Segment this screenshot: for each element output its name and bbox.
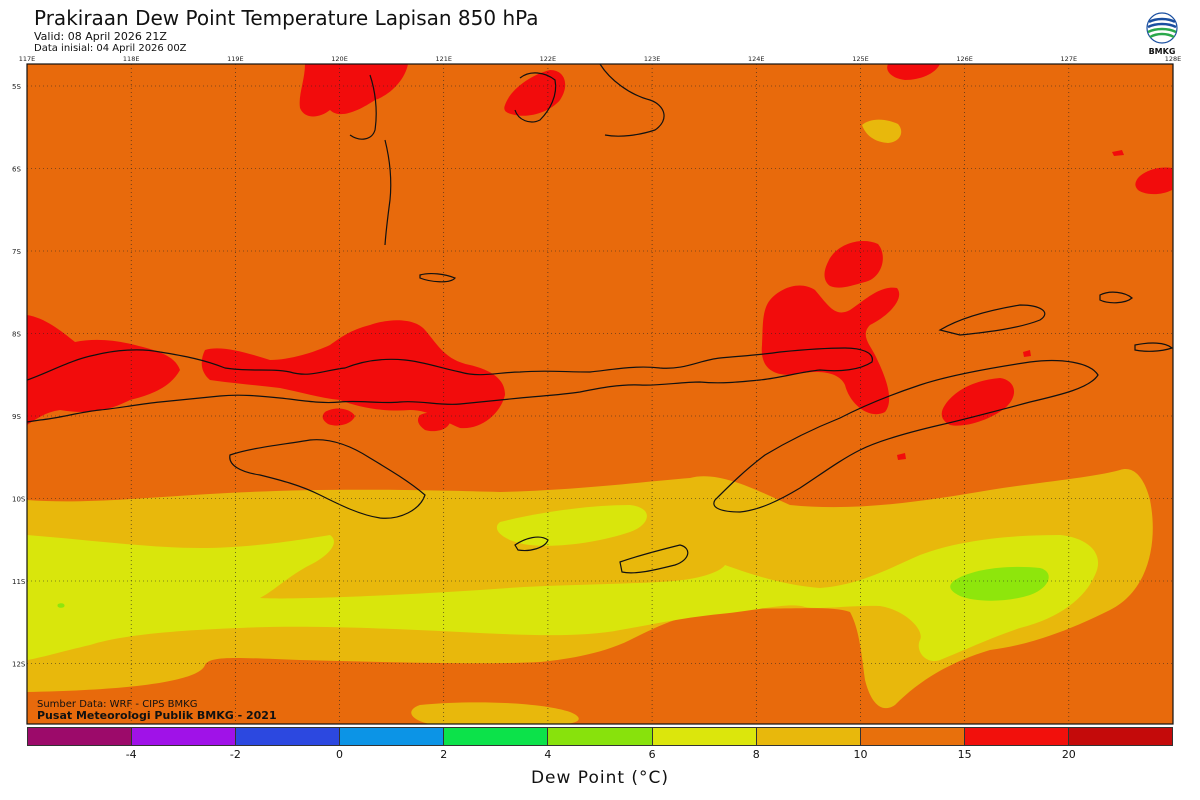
logo-text: BMKG (1149, 47, 1176, 56)
dew-point-field-15-20-c (887, 64, 940, 80)
dew-point-field-8-10-south (411, 702, 579, 724)
legend-tick-label: 0 (336, 748, 344, 761)
legend-ticks: -4 -2 0 2 4 6 8 10 15 20 (27, 748, 1173, 764)
legend-swatch (132, 728, 237, 745)
dew-point-field-15-20-m (1023, 350, 1031, 357)
bmkg-logo-icon: BMKG (1146, 12, 1178, 56)
lat-label: 12S (12, 661, 26, 669)
dew-point-field-15-20-i (27, 315, 180, 425)
lat-label: 9S (12, 413, 21, 421)
legend-swatch (1068, 728, 1173, 745)
lat-label: 6S (12, 166, 21, 174)
dew-point-field-15-20-g (761, 285, 900, 415)
dew-point-field-4-6-dot (57, 603, 65, 608)
legend-swatch (756, 728, 861, 745)
lat-label: 8S (12, 331, 21, 339)
lon-label: 118E (123, 55, 140, 63)
coast-sulawesi-south (384, 139, 392, 246)
legend-swatch (548, 728, 653, 745)
longitude-labels: 117E 118E 119E 120E 121E 122E 123E 124E 125E 126E… (19, 55, 1182, 63)
dew-point-field-8-10-north (862, 119, 902, 143)
lon-label: 117E (19, 55, 36, 63)
legend-swatch (860, 728, 965, 745)
dew-point-field-15-20-f (824, 241, 883, 288)
source-text: Sumber Data: WRF - CIPS BMKG (37, 699, 197, 710)
coast-wetar (938, 304, 1046, 336)
coast-east-islet (1134, 342, 1173, 352)
coast-selayar (349, 74, 377, 140)
legend-swatch (964, 728, 1069, 745)
legend-unit: Dew Point (°C) (530, 768, 670, 788)
latitude-labels: 5S 6S 7S 8S 9S 10S 11S 12S (12, 83, 26, 669)
valid-time: Valid: 08 April 2026 21Z (34, 30, 167, 43)
page-title: Prakiraan Dew Point Temperature Lapisan … (34, 6, 539, 30)
lon-label: 124E (748, 55, 765, 63)
dew-point-field-15-20-b (504, 70, 566, 116)
legend-tick-label: 2 (440, 748, 448, 761)
coast-rote-savu (619, 544, 689, 574)
bmkg-logo: BMKG (1140, 8, 1184, 58)
legend-swatch (340, 728, 445, 745)
initial-data-time: Data inisial: 04 April 2026 00Z (34, 43, 187, 54)
legend-tick-label: 6 (648, 748, 656, 761)
legend-tick-label: 10 (853, 748, 868, 761)
dew-point-field-6-8-patch (496, 505, 647, 546)
lon-label: 128E (1165, 55, 1182, 63)
dew-point-field-15-20-n (897, 453, 906, 460)
center-text: Pusat Meteorologi Publik BMKG - 2021 (37, 709, 277, 722)
dew-point-field-15-20-d (1135, 167, 1172, 195)
dew-point-field-4-6 (950, 566, 1049, 601)
legend-tick-label: -2 (229, 748, 241, 761)
dew-point-field-15-20-a (299, 64, 408, 117)
coast-sumbawa-lombok (27, 347, 873, 423)
legend-swatch (652, 728, 757, 745)
legend-tick-label: -4 (125, 748, 137, 761)
legend-swatch (28, 728, 133, 745)
legend-tick-label: 4 (544, 748, 552, 761)
dew-point-field-15-20-e (1112, 150, 1124, 156)
legend-swatch (444, 728, 549, 745)
map-frame (26, 63, 1174, 725)
dew-point-field-15-20-h (941, 378, 1015, 426)
lon-label: 125E (852, 55, 869, 63)
lon-label: 121E (435, 55, 452, 63)
coast-north-islets (514, 72, 557, 123)
lat-label: 7S (12, 248, 21, 256)
lat-label: 11S (12, 578, 26, 586)
lat-lon-grid (27, 64, 1173, 724)
legend-tick-label: 20 (1061, 748, 1076, 761)
lon-label: 126E (956, 55, 973, 63)
coast-timor (713, 359, 1099, 513)
coastlines (27, 64, 1173, 574)
lon-label: 122E (540, 55, 557, 63)
coast-sumba (229, 439, 426, 519)
lat-label: 5S (12, 83, 21, 91)
legend-tick-label: 15 (957, 748, 972, 761)
lon-label: 119E (227, 55, 244, 63)
dew-point-field-15-20-k (417, 412, 450, 432)
dew-point-field-6-8 (27, 535, 1099, 661)
lon-label: 123E (644, 55, 661, 63)
lat-label: 10S (12, 496, 26, 504)
color-legend (27, 727, 1173, 746)
legend-swatch (236, 728, 341, 745)
lon-label: 127E (1061, 55, 1078, 63)
lon-label: 120E (331, 55, 348, 63)
legend-tick-label: 8 (752, 748, 760, 761)
dew-point-field-15-20-l (322, 408, 355, 426)
coast-buton (599, 64, 665, 137)
coast-babar (1099, 291, 1133, 304)
coast-kalao-islets (419, 272, 456, 283)
dew-point-field-15-20-j (201, 320, 505, 429)
